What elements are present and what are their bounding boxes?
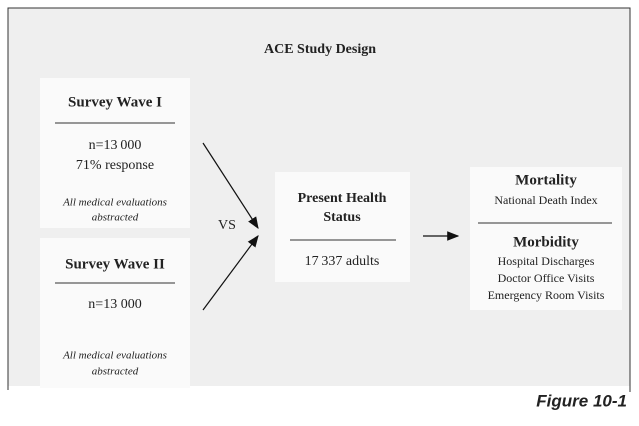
line: n=13 000 (88, 297, 141, 312)
line: National Death Index (494, 193, 597, 207)
note: abstracted (92, 212, 139, 224)
line: Hospital Discharges (498, 254, 595, 268)
wave2-box (40, 238, 190, 388)
line: Doctor Office Visits (498, 271, 595, 285)
outcome-box (470, 167, 622, 310)
arrow (202, 142, 259, 230)
heading: Present Health (298, 191, 387, 206)
connector: VS (218, 218, 236, 233)
frame (7, 7, 631, 392)
line: 17 337 adults (305, 254, 380, 269)
arrow (202, 235, 259, 311)
status-box (275, 172, 410, 282)
heading: Mortality (515, 172, 577, 188)
wave1-box (40, 78, 190, 228)
figure-label: Figure 10-1 (536, 391, 627, 410)
line: Emergency Room Visits (488, 288, 605, 302)
title: ACE Study Design (264, 42, 376, 57)
heading: Status (323, 210, 361, 225)
note: All medical evaluations (62, 350, 167, 362)
heading: Survey Wave I (68, 94, 162, 110)
line: 71% response (76, 158, 154, 173)
heading: Morbidity (513, 234, 579, 250)
line: n=13 000 (89, 138, 142, 153)
note: All medical evaluations (62, 197, 167, 209)
note: abstracted (92, 366, 139, 378)
heading: Survey Wave II (65, 256, 165, 272)
